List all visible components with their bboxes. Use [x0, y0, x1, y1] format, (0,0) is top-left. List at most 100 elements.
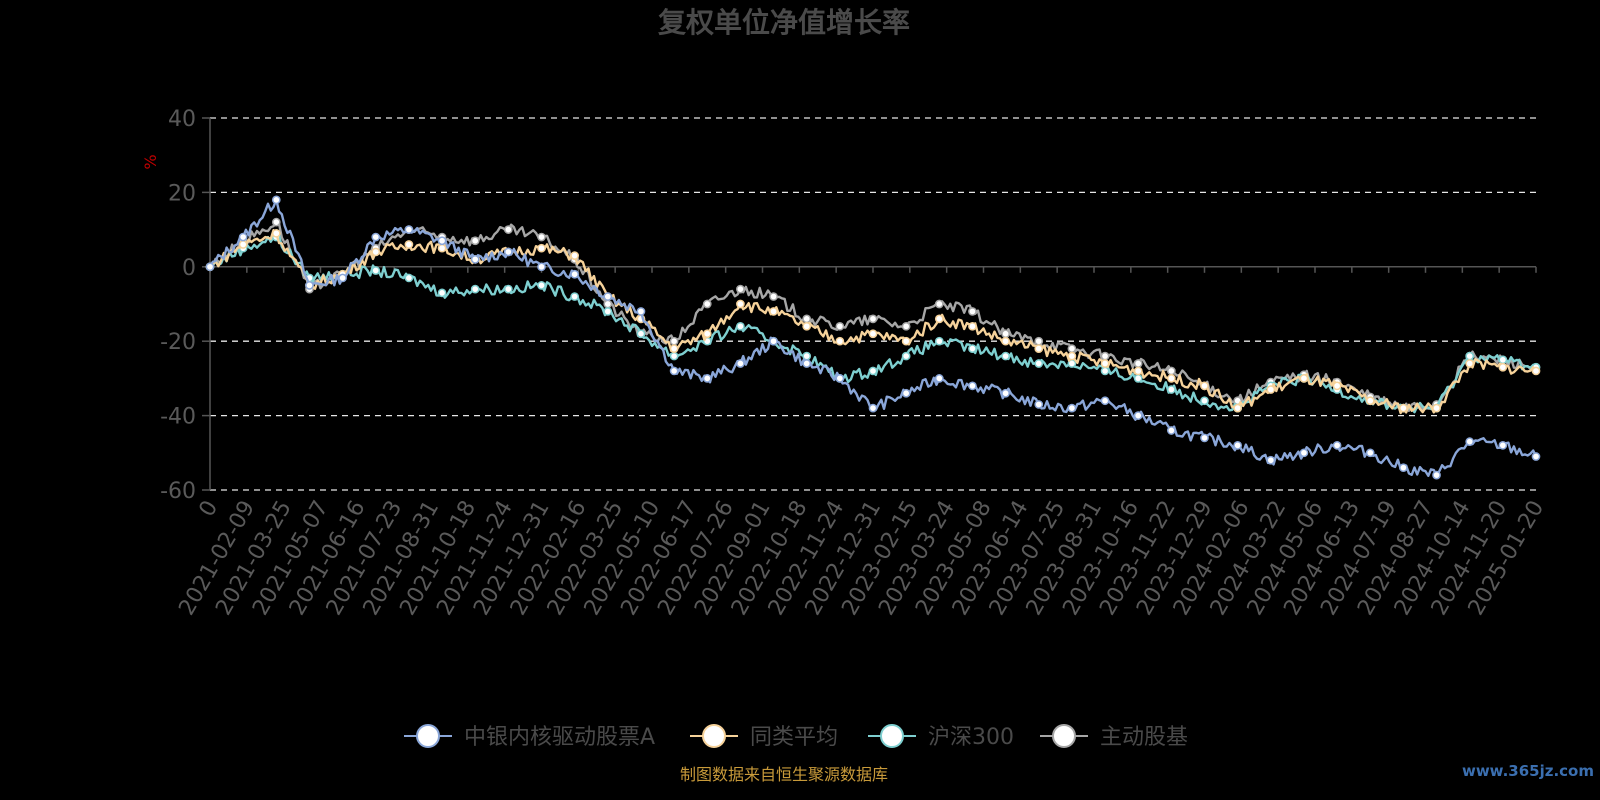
data-point	[1498, 355, 1508, 365]
data-point	[669, 351, 679, 361]
legend-item[interactable]: 中银内核驱动股票A	[404, 724, 655, 750]
data-point	[238, 232, 248, 242]
data-point	[901, 321, 911, 331]
data-point	[968, 307, 977, 316]
data-point	[1531, 366, 1541, 376]
data-point	[802, 359, 812, 368]
data-point	[305, 281, 314, 290]
data-point	[669, 336, 679, 346]
data-point	[968, 344, 977, 353]
data-point	[504, 225, 513, 234]
legend-marker	[702, 724, 726, 748]
data-point	[1001, 388, 1010, 398]
y-tick-label: -20	[160, 330, 196, 355]
axes: 40200-20-40-6002021-02-092021-03-252021-…	[160, 107, 1549, 620]
data-point	[504, 284, 513, 294]
data-point	[1034, 344, 1044, 353]
data-point	[835, 374, 845, 383]
data-point	[669, 344, 679, 353]
legend[interactable]: 中银内核驱动股票A 同类平均 沪深300 主动股基	[404, 724, 1188, 750]
data-point	[1332, 441, 1342, 450]
data-point	[835, 336, 845, 346]
data-point	[1133, 374, 1143, 383]
data-point	[1233, 403, 1243, 413]
data-point	[371, 247, 381, 257]
data-point	[868, 329, 878, 339]
data-point	[1167, 385, 1176, 394]
data-point	[271, 217, 281, 227]
data-point	[868, 314, 878, 324]
data-point	[1100, 351, 1110, 361]
data-point	[1034, 400, 1044, 409]
data-point	[702, 329, 712, 339]
data-point	[1167, 374, 1176, 383]
data-point	[1266, 385, 1276, 394]
data-point	[802, 321, 812, 331]
y-tick-label: 0	[182, 256, 196, 281]
chart-title: 复权单位净值增长率	[658, 6, 910, 39]
data-point	[669, 366, 679, 376]
data-point	[1432, 470, 1441, 480]
data-point	[1001, 336, 1010, 346]
data-point	[1432, 403, 1441, 413]
data-point	[371, 232, 381, 242]
data-point	[371, 266, 381, 275]
data-point	[736, 284, 745, 294]
data-point	[404, 273, 414, 283]
data-point	[537, 243, 546, 253]
data-point	[504, 247, 513, 257]
data-point	[470, 284, 480, 294]
data-point	[205, 262, 215, 272]
legend-item[interactable]: 同类平均	[690, 724, 838, 750]
data-point	[702, 299, 712, 309]
data-point	[437, 243, 447, 253]
data-point	[769, 292, 778, 301]
data-point	[1100, 396, 1110, 406]
data-point	[968, 381, 977, 391]
data-point	[934, 374, 944, 383]
data-point	[1498, 362, 1508, 372]
data-point	[636, 329, 646, 339]
data-point	[1167, 366, 1176, 376]
legend-marker	[880, 724, 904, 748]
data-point	[1465, 351, 1475, 361]
data-point	[1399, 403, 1408, 413]
data-point	[1200, 381, 1209, 391]
legend-item[interactable]: 主动股基	[1040, 724, 1188, 750]
data-point	[1465, 359, 1475, 368]
data-point	[537, 262, 546, 272]
data-point	[1133, 411, 1143, 420]
data-point	[1299, 374, 1309, 383]
data-point	[1133, 359, 1143, 368]
data-point	[603, 292, 613, 301]
data-point	[736, 359, 745, 368]
data-point	[1233, 441, 1243, 450]
data-point	[934, 314, 944, 324]
legend-label: 主动股基	[1100, 725, 1188, 750]
data-point	[437, 236, 447, 246]
data-point	[271, 195, 281, 205]
y-axis-unit: %	[141, 154, 160, 169]
legend-item[interactable]: 沪深300	[868, 724, 1014, 750]
data-point	[1001, 351, 1010, 361]
data-point	[404, 240, 414, 249]
data-point	[1332, 381, 1342, 391]
legend-marker	[416, 724, 440, 748]
data-point	[1266, 455, 1276, 465]
data-point	[769, 336, 778, 346]
legend-marker	[1052, 724, 1076, 748]
data-point	[1365, 448, 1375, 458]
data-point	[338, 273, 347, 283]
data-point	[1100, 359, 1110, 368]
y-tick-label: -60	[160, 479, 196, 504]
data-point	[1167, 426, 1176, 435]
y-tick-label: 20	[168, 181, 196, 206]
data-point	[736, 321, 745, 331]
data-point	[1001, 329, 1010, 339]
data-point	[1299, 448, 1309, 458]
data-point	[1200, 433, 1209, 443]
data-point	[271, 228, 281, 238]
series-lines	[205, 195, 1541, 480]
data-point	[1067, 403, 1077, 413]
data-point	[636, 307, 646, 316]
